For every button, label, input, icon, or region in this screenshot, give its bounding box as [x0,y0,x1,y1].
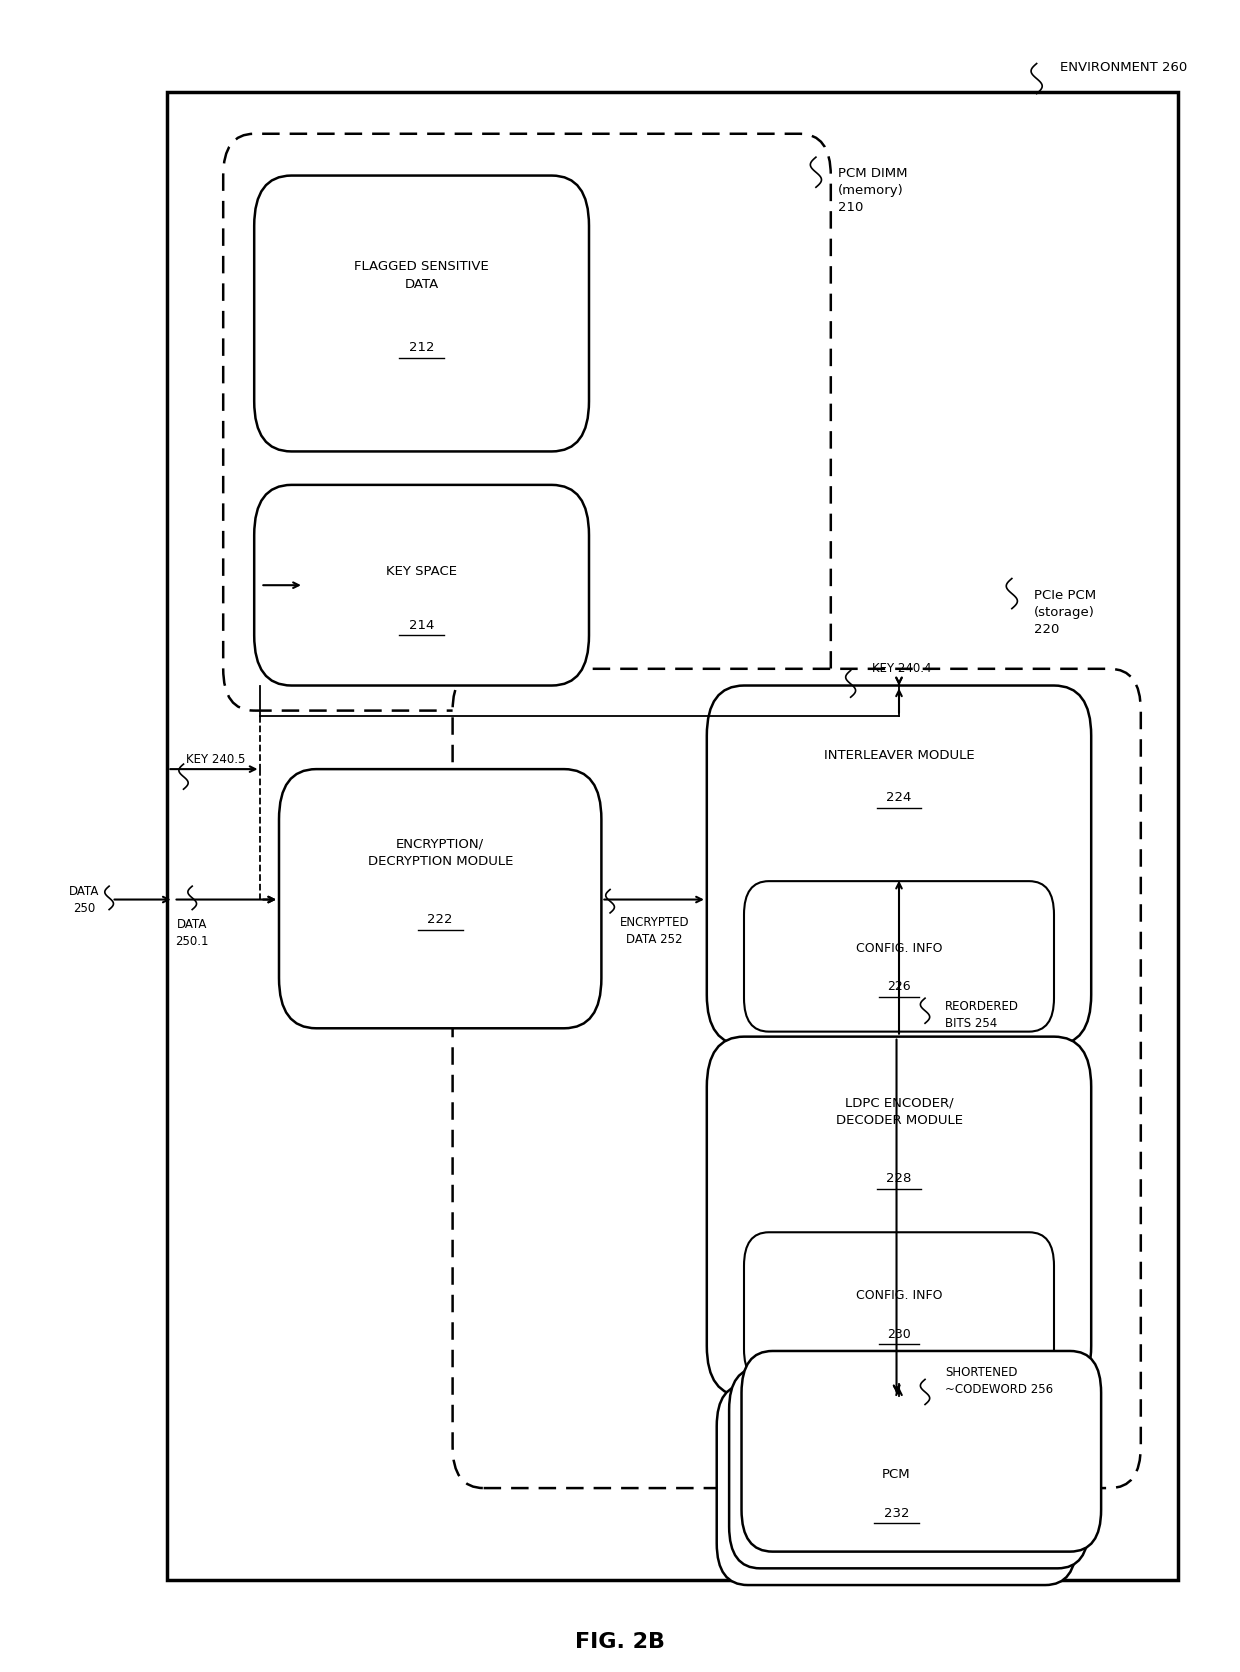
FancyBboxPatch shape [717,1384,1076,1585]
FancyBboxPatch shape [707,686,1091,1045]
Text: PCM: PCM [882,1468,911,1481]
FancyBboxPatch shape [453,669,1141,1488]
Text: CONFIG. INFO: CONFIG. INFO [856,941,942,955]
Text: 228: 228 [887,1172,911,1185]
Text: 212: 212 [409,341,434,354]
FancyBboxPatch shape [279,769,601,1028]
Text: DATA
250: DATA 250 [69,884,99,915]
Text: 214: 214 [409,619,434,632]
FancyBboxPatch shape [254,485,589,686]
Text: FIG. 2B: FIG. 2B [575,1632,665,1652]
FancyBboxPatch shape [254,176,589,451]
Text: REORDERED
BITS 254: REORDERED BITS 254 [945,1000,1019,1030]
Text: PCM DIMM
(memory)
210: PCM DIMM (memory) 210 [838,167,908,214]
Text: 230: 230 [887,1328,911,1341]
Text: INTERLEAVER MODULE: INTERLEAVER MODULE [823,749,975,762]
Text: KEY SPACE: KEY SPACE [386,565,458,579]
FancyBboxPatch shape [223,134,831,711]
Text: 226: 226 [887,980,911,993]
FancyBboxPatch shape [744,881,1054,1032]
Text: FLAGGED SENSITIVE
DATA: FLAGGED SENSITIVE DATA [355,261,489,291]
Text: CONFIG. INFO: CONFIG. INFO [856,1289,942,1302]
Bar [167,92,1178,1580]
FancyBboxPatch shape [707,1037,1091,1396]
Text: ENCRYPTION/
DECRYPTION MODULE: ENCRYPTION/ DECRYPTION MODULE [367,838,513,868]
FancyBboxPatch shape [742,1351,1101,1552]
Text: ENVIRONMENT 260: ENVIRONMENT 260 [1060,60,1188,74]
Text: LDPC ENCODER/
DECODER MODULE: LDPC ENCODER/ DECODER MODULE [836,1097,962,1127]
Text: ENCRYPTED
DATA 252: ENCRYPTED DATA 252 [620,916,689,946]
Text: 222: 222 [428,913,453,926]
Text: DATA
250.1: DATA 250.1 [175,918,210,948]
Text: PCIe PCM
(storage)
220: PCIe PCM (storage) 220 [1034,589,1096,635]
Text: KEY 240.4: KEY 240.4 [872,662,931,675]
Text: 232: 232 [884,1506,909,1520]
FancyBboxPatch shape [729,1368,1089,1568]
Text: KEY 240.5: KEY 240.5 [186,752,246,766]
Text: 224: 224 [887,791,911,804]
Text: SHORTENED
~CODEWORD 256: SHORTENED ~CODEWORD 256 [945,1366,1053,1396]
FancyBboxPatch shape [744,1232,1054,1383]
